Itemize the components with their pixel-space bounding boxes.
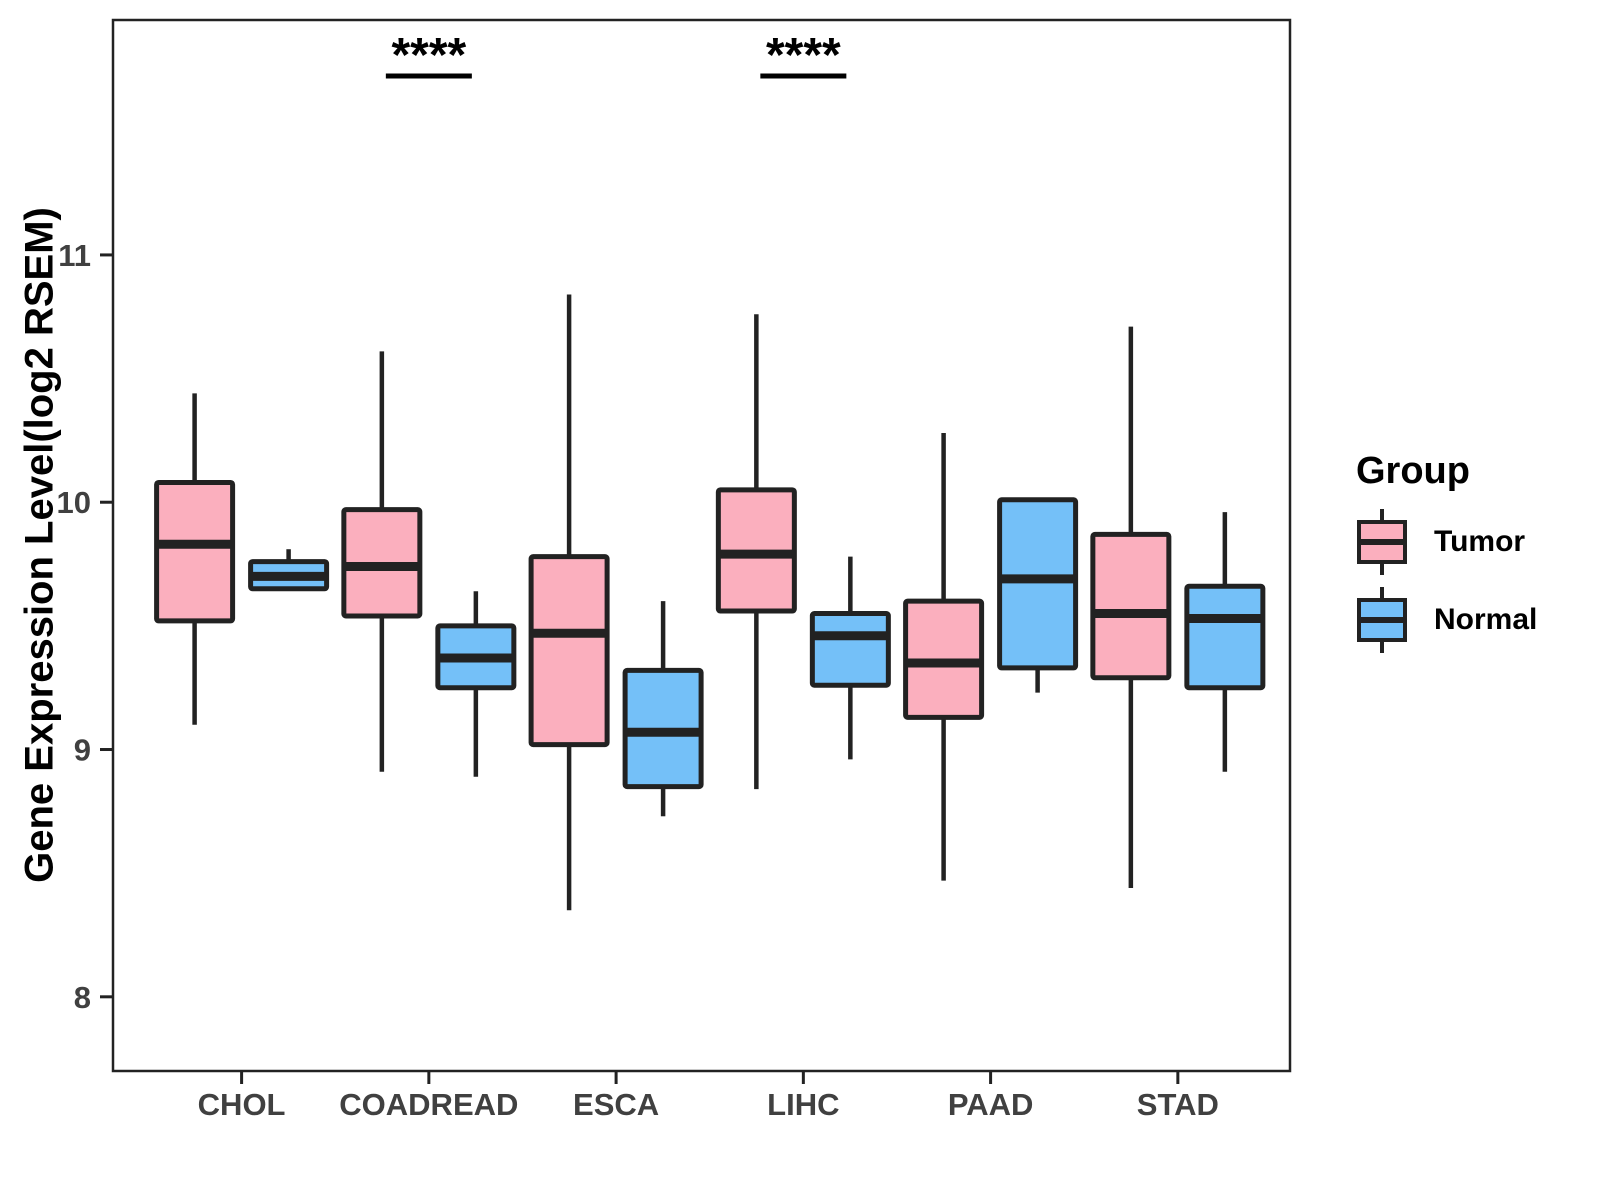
y-tick-label: 8 bbox=[74, 980, 91, 1015]
y-axis-title: Gene Expression Level(log2 RSEM) bbox=[17, 207, 62, 883]
legend-key-glyph-normal bbox=[1357, 587, 1407, 653]
legend-key-glyph-tumor bbox=[1357, 509, 1407, 575]
box-tumor bbox=[154, 479, 236, 624]
box-tumor bbox=[528, 554, 610, 748]
legend: Group Tumor Normal bbox=[1356, 450, 1537, 653]
box-normal bbox=[1184, 583, 1266, 691]
x-tick-label: ESCA bbox=[573, 1087, 659, 1122]
y-tick-label: 10 bbox=[57, 485, 91, 520]
x-tick-label: LIHC bbox=[767, 1087, 839, 1122]
legend-label-tumor: Tumor bbox=[1434, 525, 1526, 558]
legend-entry-tumor: Tumor bbox=[1356, 509, 1537, 575]
significance-stars: **** bbox=[391, 29, 466, 82]
x-tick-label: CHOL bbox=[198, 1087, 286, 1122]
box-normal bbox=[809, 611, 891, 688]
x-tick-label: STAD bbox=[1137, 1087, 1219, 1122]
legend-title: Group bbox=[1356, 450, 1470, 492]
x-tick-label: COADREAD bbox=[339, 1087, 518, 1122]
y-tick-label: 11 bbox=[58, 238, 91, 273]
legend-label-normal: Normal bbox=[1434, 603, 1538, 636]
box-normal bbox=[997, 497, 1079, 671]
significance-stars: **** bbox=[766, 29, 841, 82]
x-tick-label: PAAD bbox=[948, 1087, 1034, 1122]
y-tick-label: 9 bbox=[74, 733, 91, 768]
box-tumor bbox=[1090, 531, 1172, 681]
legend-entry-normal: Normal bbox=[1356, 587, 1537, 653]
